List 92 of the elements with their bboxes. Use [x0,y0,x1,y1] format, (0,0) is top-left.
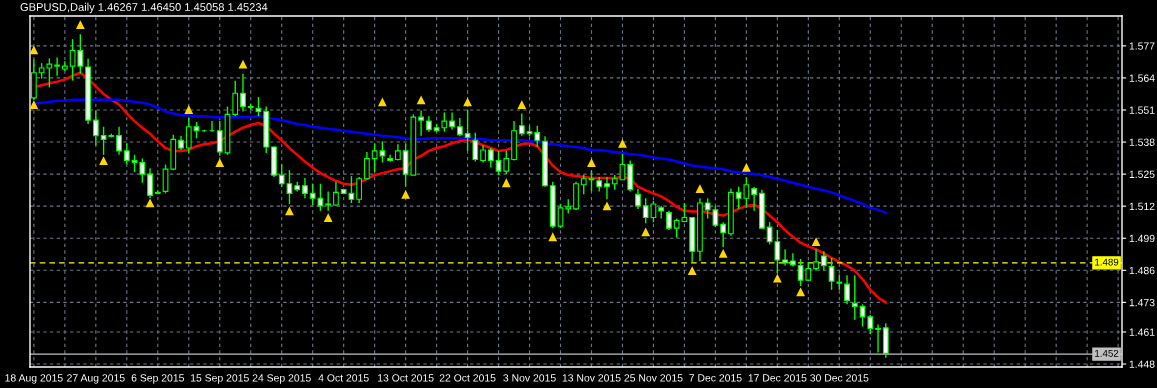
point [517,100,527,109]
point [501,178,511,188]
x-tick-label: 4 Oct 2015 [318,374,369,382]
candlestick [782,248,788,267]
point [587,158,596,167]
candlestick [147,167,153,199]
point [99,156,108,165]
x-tick-label: 3 Nov 2015 [503,374,556,382]
point [30,45,39,55]
line-series [32,98,888,214]
point [30,100,39,109]
x-tick-label: 7 Dec 2015 [689,374,742,382]
candlestick [813,248,819,272]
point [285,206,294,216]
candlestick [666,210,672,231]
y-tick-label: 1.551 [1129,106,1155,114]
candlestick [720,221,727,249]
candlestick [844,274,850,306]
x-tick-label: 24 Sep 2015 [252,374,311,384]
candlestick [851,274,858,321]
candlestick [185,117,192,154]
y-tick-label: 1.473 [1129,298,1155,307]
x-tick-label: 27 Aug 2015 [67,374,125,384]
candlestick [418,109,424,137]
y-tick-label: 1.461 [1129,328,1155,336]
candlestick [302,177,308,199]
candlestick [356,176,363,204]
candlestick [232,79,239,117]
candlestick [456,117,463,138]
point [602,201,612,211]
point [618,138,627,148]
x-tick-label: 13 Nov 2015 [562,374,621,382]
candlestick [464,108,471,152]
x-tick-label: 30 Dec 2015 [810,374,869,382]
y-tick-label: 1.448 [1129,360,1155,368]
point [796,287,805,297]
candlestick [116,126,122,156]
point [184,105,194,114]
point [323,213,333,222]
point [695,184,705,194]
y-tick-label: 1.512 [1129,202,1155,211]
y-tick-label: 1.564 [1129,74,1155,82]
point [548,232,558,242]
x-tick-label: 17 Dec 2015 [748,374,807,382]
candlestick [255,96,262,117]
point [687,266,697,275]
point [416,95,426,105]
candlestick [875,323,881,354]
candlestick [54,56,60,77]
x-tick-label: 6 Sep 2015 [131,374,184,384]
candlestick [820,250,827,272]
candlestick [635,187,641,210]
x-tick-label: 22 Oct 2015 [439,374,496,382]
candlestick [216,120,223,157]
y-tick-label: 1.577 [1129,42,1155,50]
candlestick [123,142,130,166]
x-tick-label: 18 Aug 2015 [5,374,63,384]
x-tick-label: 25 Nov 2015 [624,374,683,382]
candlestick [557,203,564,229]
candlestick [333,181,339,207]
point [772,273,782,283]
y-tick-label: 1.486 [1129,266,1155,275]
point [811,237,821,247]
candlestick [92,109,99,146]
candlestick [518,112,525,137]
ref-line-label: 1.452 [1095,349,1119,357]
candlestick [588,169,595,193]
candlestick [240,73,246,113]
candlestick [751,185,758,212]
y-tick-label: 1.499 [1129,234,1155,243]
x-tick-label: 15 Sep 2015 [191,374,249,384]
candlestick [487,147,494,169]
candlestick [604,176,610,200]
ref-line-label: 1.489 [1095,258,1119,266]
point [215,158,225,167]
y-tick-label: 1.525 [1129,170,1155,178]
point [741,163,751,172]
point [718,248,728,258]
y-tick-label: 1.538 [1129,138,1155,146]
point [401,189,411,199]
candlestick [364,151,370,181]
point [75,20,85,30]
point [377,97,387,107]
x-tick-label: 13 Oct 2015 [378,374,434,382]
point [463,97,472,107]
candlestick [658,205,665,220]
candlestick [580,174,587,196]
chart-title: GBPUSD,Daily 1.46267 1.46450 1.45058 1.45234 [20,2,268,14]
candlestick [472,131,479,163]
candlestick [325,190,332,212]
point [641,227,651,237]
candlestick [449,111,455,131]
